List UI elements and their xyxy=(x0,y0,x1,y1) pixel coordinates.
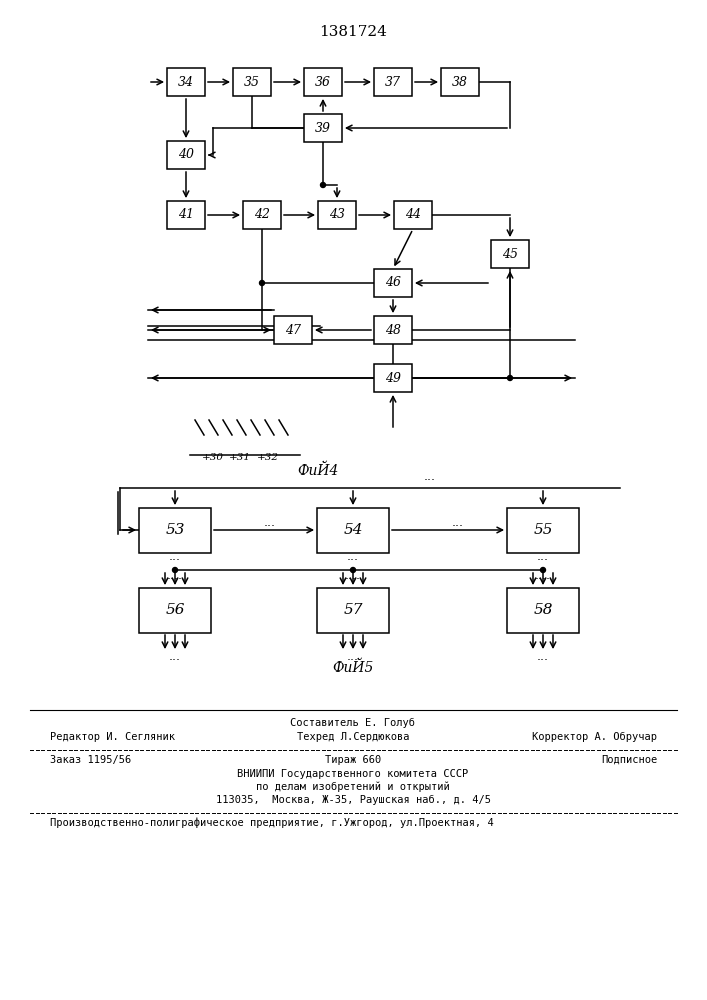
Text: 34: 34 xyxy=(178,76,194,89)
Text: Составитель Е. Голуб: Составитель Е. Голуб xyxy=(291,718,416,728)
Text: 48: 48 xyxy=(385,324,401,336)
Bar xyxy=(507,508,579,552)
Bar xyxy=(243,201,281,229)
Text: ФиЙ5: ФиЙ5 xyxy=(332,660,374,675)
Text: 43: 43 xyxy=(329,209,345,222)
Bar xyxy=(304,114,342,142)
Text: 37: 37 xyxy=(385,76,401,89)
Text: 55: 55 xyxy=(533,523,553,537)
Text: Техред Л.Сердюкова: Техред Л.Сердюкова xyxy=(297,732,409,742)
Text: ...: ... xyxy=(537,550,549,563)
Text: 53: 53 xyxy=(165,523,185,537)
Text: +31: +31 xyxy=(229,453,251,462)
Text: ....: .... xyxy=(535,569,551,582)
Text: 1381724: 1381724 xyxy=(319,25,387,39)
Bar xyxy=(394,201,432,229)
Bar xyxy=(507,587,579,633)
Text: ...: ... xyxy=(452,516,464,529)
Text: 47: 47 xyxy=(285,324,301,336)
Bar xyxy=(274,316,312,344)
Circle shape xyxy=(320,182,325,188)
Text: Подписное: Подписное xyxy=(601,755,657,765)
Bar xyxy=(167,201,205,229)
Text: 35: 35 xyxy=(244,76,260,89)
Text: ...: ... xyxy=(347,650,359,663)
Bar xyxy=(317,587,389,633)
Text: Производственно-полиграфическое предприятие, г.Ужгород, ул.Проектная, 4: Производственно-полиграфическое предприя… xyxy=(50,818,493,828)
Text: 49: 49 xyxy=(385,371,401,384)
Text: ....: .... xyxy=(167,569,183,582)
Text: +32: +32 xyxy=(257,453,279,462)
Text: 57: 57 xyxy=(344,603,363,617)
Bar xyxy=(491,240,529,268)
Bar xyxy=(374,269,412,297)
Bar xyxy=(317,508,389,552)
Text: 44: 44 xyxy=(405,209,421,222)
Text: ...: ... xyxy=(264,516,276,529)
Text: ...: ... xyxy=(537,650,549,663)
Text: 58: 58 xyxy=(533,603,553,617)
Text: ...: ... xyxy=(347,550,359,563)
Text: ...: ... xyxy=(424,470,436,483)
Text: ....: .... xyxy=(345,569,361,582)
Bar xyxy=(167,68,205,96)
Bar xyxy=(139,508,211,552)
Text: ...: ... xyxy=(169,550,181,563)
Text: 54: 54 xyxy=(344,523,363,537)
Text: Корректор А. Обручар: Корректор А. Обручар xyxy=(532,732,657,742)
Text: ...: ... xyxy=(169,650,181,663)
Bar xyxy=(167,141,205,169)
Bar xyxy=(374,316,412,344)
Text: ФиЙ4: ФиЙ4 xyxy=(298,464,339,478)
Text: 45: 45 xyxy=(502,247,518,260)
Text: 56: 56 xyxy=(165,603,185,617)
Bar xyxy=(374,68,412,96)
Text: 40: 40 xyxy=(178,148,194,161)
Text: 113035,  Москва, Ж-35, Раушская наб., д. 4/5: 113035, Москва, Ж-35, Раушская наб., д. … xyxy=(216,795,491,805)
Circle shape xyxy=(351,568,356,572)
Bar xyxy=(318,201,356,229)
Text: по делам изобретений и открытий: по делам изобретений и открытий xyxy=(256,782,450,792)
Text: 46: 46 xyxy=(385,276,401,290)
Text: Тираж 660: Тираж 660 xyxy=(325,755,381,765)
Circle shape xyxy=(540,568,546,572)
Text: ВНИИПИ Государственного комитета СССР: ВНИИПИ Государственного комитета СССР xyxy=(238,769,469,779)
Text: 41: 41 xyxy=(178,209,194,222)
Bar xyxy=(441,68,479,96)
Text: +30: +30 xyxy=(202,453,224,462)
Bar xyxy=(374,364,412,392)
Text: 39: 39 xyxy=(315,121,331,134)
Text: 42: 42 xyxy=(254,209,270,222)
Text: Заказ 1195/56: Заказ 1195/56 xyxy=(50,755,132,765)
Bar xyxy=(233,68,271,96)
Circle shape xyxy=(508,375,513,380)
Text: 36: 36 xyxy=(315,76,331,89)
Circle shape xyxy=(173,568,177,572)
Circle shape xyxy=(259,280,264,286)
Text: Редактор И. Сегляник: Редактор И. Сегляник xyxy=(50,732,175,742)
Text: 38: 38 xyxy=(452,76,468,89)
Bar xyxy=(139,587,211,633)
Bar xyxy=(304,68,342,96)
